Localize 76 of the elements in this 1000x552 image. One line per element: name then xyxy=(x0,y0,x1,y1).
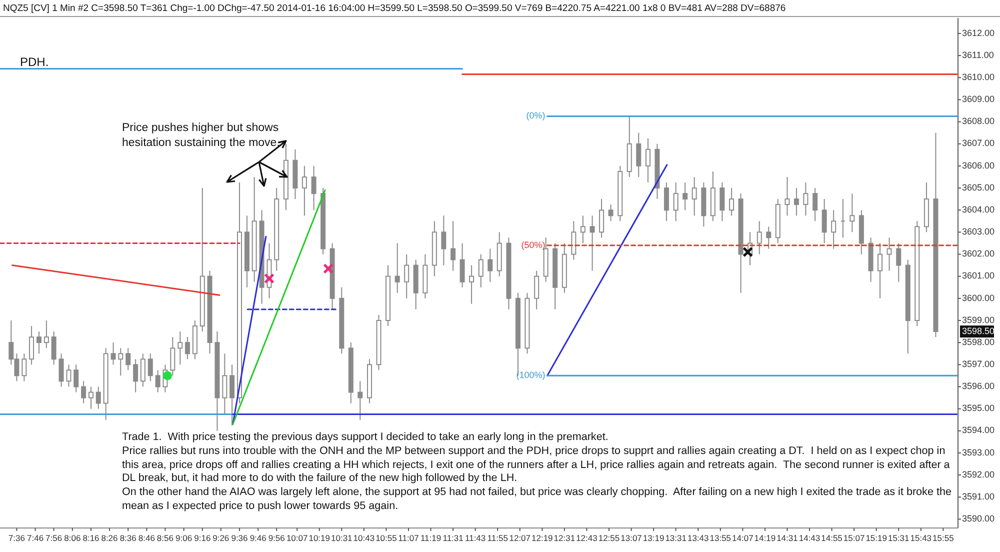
x-tick-label: 14:43 xyxy=(798,533,820,543)
x-tick-label: 12:07 xyxy=(509,533,531,543)
y-tick-label: 3605.00 xyxy=(962,182,995,192)
annotation: Trade 1. With price testing the previous days support I decided to take an early long in the premarket. Price rallies but runs into trouble with the ONH and the MP between support and the PDH, price drops to supprt and rallies again creating a DT. I held on as I expect chop in this area, price drops off and rallies creating a HH which rejects, I exit one of the runners after a LH, price rallies again and retreats again. The second runner is exited after a DL break, but, it had more to do with the failure of the new high followed by the LH. On the other hand the AIAO was largely left alone, the support at 95 had not failed, but price was clearly chopping. After failing on a new high I exited the trade as it broke the mean as I expected price to push lower towards 95 again. xyxy=(122,431,952,514)
x-tick-label: 10:43 xyxy=(353,533,375,543)
x-tick-label: 15:19 xyxy=(866,533,888,543)
y-tick-label: 3612.00 xyxy=(962,28,995,38)
x-tick-label: 14:55 xyxy=(821,533,843,543)
x-tick-label: 11:43 xyxy=(465,533,486,543)
x-tick-label: 14:31 xyxy=(776,533,798,543)
x-tick-label: 8:16 xyxy=(82,533,100,543)
x-tick-label: 14:19 xyxy=(754,533,776,543)
x-tick-label: 11:55 xyxy=(487,533,508,543)
x-tick-label: 10:31 xyxy=(331,533,353,543)
x-tick-label: 9:46 xyxy=(250,533,267,543)
x-tick-label: 8:06 xyxy=(64,533,81,543)
x-tick-label: 9:16 xyxy=(194,533,211,543)
x-tick-label: 11:31 xyxy=(442,533,464,543)
annotation: PDH. xyxy=(20,55,49,70)
y-tick-label: 3607.00 xyxy=(962,138,995,148)
x-tick-label: 10:19 xyxy=(308,533,330,543)
x-tick-label: 14:07 xyxy=(732,533,754,543)
x-tick-label: 11:07 xyxy=(398,533,420,543)
y-tick-label: 3591.00 xyxy=(962,491,995,502)
x-tick-label: 8:26 xyxy=(101,533,118,543)
x-tick-label: 11:19 xyxy=(420,533,442,543)
x-tick-label: 12:43 xyxy=(576,533,598,543)
x-tick-label: 15:43 xyxy=(910,533,932,543)
x-tick-label: 13:19 xyxy=(642,533,664,543)
series-label: (100%) xyxy=(516,370,546,380)
series-label: (50%) xyxy=(521,240,546,250)
y-tick-label: 3602.00 xyxy=(962,248,995,259)
x-tick-label: 7:46 xyxy=(27,533,44,543)
y-tick-label: 3598.00 xyxy=(962,336,995,347)
x-tick-label: 13:43 xyxy=(687,533,710,543)
x-tick-label: 8:36 xyxy=(120,533,137,543)
x-tick-label: 13:31 xyxy=(665,533,687,543)
y-tick-label: 3611.00 xyxy=(962,50,994,60)
x-tick-label: 9:56 xyxy=(268,533,286,543)
y-tick-label: 3600.00 xyxy=(962,292,995,303)
y-tick-label: 3606.00 xyxy=(962,160,995,170)
y-tick-label: 3603.00 xyxy=(962,226,995,237)
x-tick-label: 9:26 xyxy=(212,533,230,543)
x-tick-label: 8:56 xyxy=(156,533,174,543)
x-tick-label: 13:55 xyxy=(710,533,732,543)
x-tick-label: 10:07 xyxy=(286,533,308,543)
x-tick-label: 15:07 xyxy=(843,533,865,543)
x-tick-label: 7:36 xyxy=(8,533,26,543)
x-tick-label: 9:36 xyxy=(231,533,248,543)
y-tick-label: 3610.00 xyxy=(962,72,995,82)
x-tick-label: 10:55 xyxy=(376,533,398,543)
x-tick-label: 12:31 xyxy=(554,533,576,543)
x-tick-label: 15:31 xyxy=(888,533,910,543)
x-tick-label: 9:06 xyxy=(176,533,192,543)
y-tick-label: 3594.00 xyxy=(962,425,995,436)
y-tick-label: 3608.00 xyxy=(962,116,995,126)
y-tick-label: 3597.00 xyxy=(962,359,995,369)
annotation: Price pushes higher but shows hesitation sustaining the move. xyxy=(122,122,280,149)
x-tick-label: 8:46 xyxy=(138,533,156,543)
y-tick-label: 3596.00 xyxy=(962,381,995,392)
y-tick-label: 3601.00 xyxy=(962,270,995,281)
y-tick-label: 3590.00 xyxy=(962,514,995,524)
y-tick-label: 3593.00 xyxy=(962,447,995,458)
x-tick-label: 12:19 xyxy=(532,533,554,543)
x-tick-label: 12:55 xyxy=(598,533,620,543)
x-tick-label: 7:56 xyxy=(46,533,62,543)
y-tick-label: 3599.00 xyxy=(962,314,995,325)
y-tick-label: 3595.00 xyxy=(962,403,995,414)
y-tick-label: 3604.00 xyxy=(962,204,995,214)
x-tick-label: 15:55 xyxy=(932,533,954,543)
text: 3598.50 xyxy=(962,326,995,336)
x-tick-label: 13:07 xyxy=(620,533,642,543)
series-label: (0%) xyxy=(526,110,546,121)
y-tick-label: 3609.00 xyxy=(962,94,995,104)
chart-title: NQZ5 [CV] 1 Min #2 C=3598.50 T=361 Chg=-1.00 DChg=-47.50 2014-01-16 16:04:00 H=3599.50 L=3598.50 O=3599.50 V=769 B=4220.75 A=4221.00 1x8 0 BV=481 AV=288 DV=68876 xyxy=(3,3,786,14)
y-tick-label: 3592.00 xyxy=(962,469,995,480)
